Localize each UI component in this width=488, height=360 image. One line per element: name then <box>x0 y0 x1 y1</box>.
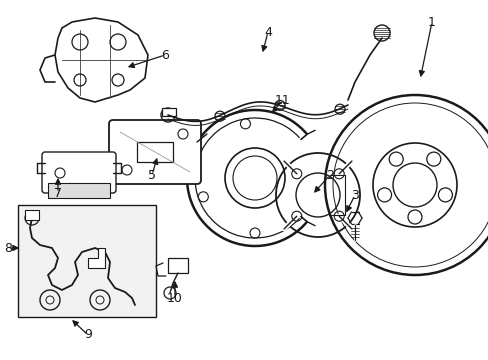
Text: 2: 2 <box>325 168 333 181</box>
Polygon shape <box>55 18 148 102</box>
FancyBboxPatch shape <box>109 120 201 184</box>
Text: 10: 10 <box>167 292 183 305</box>
Text: 9: 9 <box>84 328 92 342</box>
Bar <box>168 258 187 273</box>
Bar <box>48 183 110 198</box>
FancyBboxPatch shape <box>42 152 116 193</box>
Text: 8: 8 <box>4 242 12 255</box>
Text: 3: 3 <box>350 189 358 202</box>
Bar <box>18 205 156 317</box>
Polygon shape <box>88 248 105 268</box>
Bar <box>25 210 39 220</box>
Text: 4: 4 <box>264 26 271 39</box>
Text: 1: 1 <box>427 15 435 28</box>
Text: 7: 7 <box>54 186 62 199</box>
Text: 11: 11 <box>275 94 290 107</box>
Bar <box>162 108 176 116</box>
Text: 5: 5 <box>148 168 156 181</box>
Bar <box>137 142 173 162</box>
Text: 6: 6 <box>161 49 168 62</box>
